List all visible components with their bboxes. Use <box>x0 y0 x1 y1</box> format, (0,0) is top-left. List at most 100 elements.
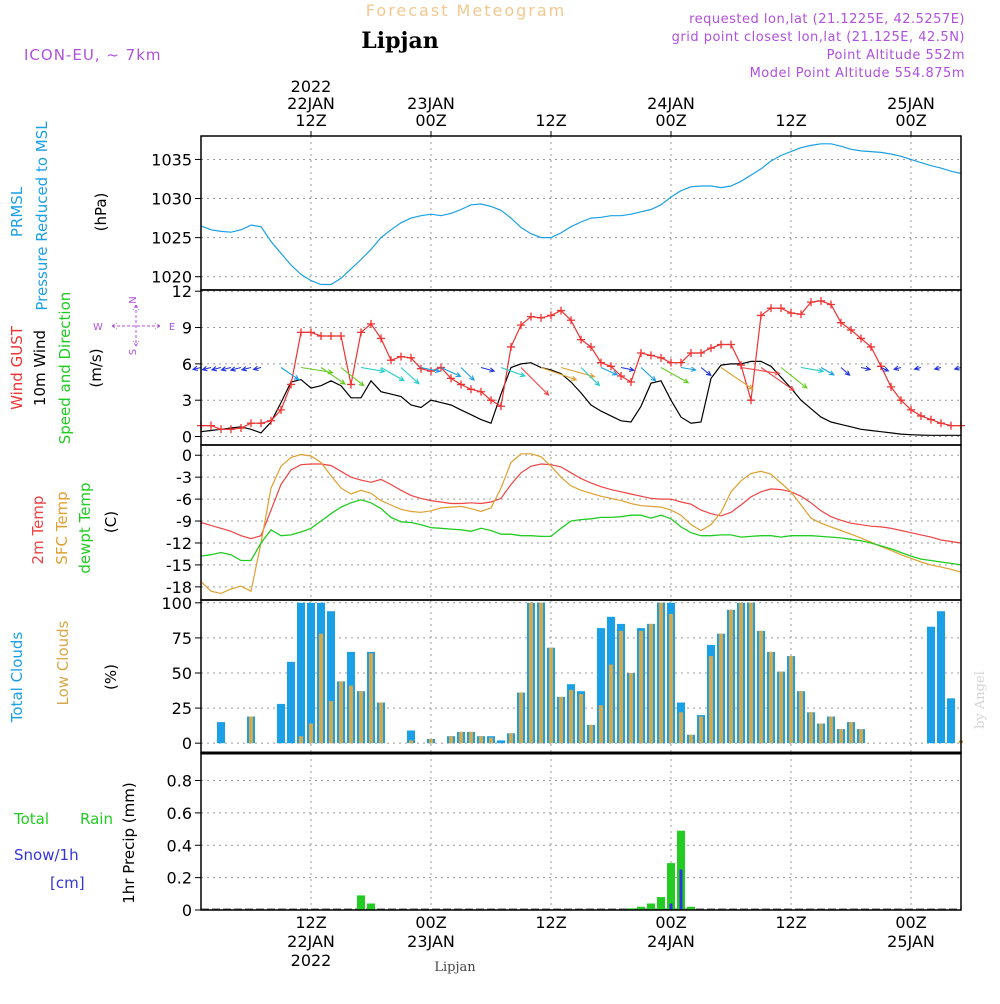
gust-marker <box>517 321 525 330</box>
total-cloud-bar <box>497 740 505 744</box>
gust-marker <box>767 304 775 313</box>
gust-marker <box>207 421 215 430</box>
grid-point-coords: grid point closest lon,lat (21.125E, 42.… <box>672 30 965 45</box>
wind-direction-arrow <box>800 366 825 374</box>
low-cloud-bar <box>519 692 523 744</box>
dewpt-line <box>200 499 962 566</box>
bottom-time-label: 24JAN <box>647 932 695 951</box>
total-cloud-bar <box>947 698 955 744</box>
wind-direction-arrow <box>520 367 550 397</box>
gust-marker <box>297 328 305 337</box>
low-cloud-bar <box>359 691 363 744</box>
wind-direction-arrow <box>933 365 942 371</box>
gust-marker <box>887 382 895 391</box>
low-cloud-bar <box>709 656 713 744</box>
wind-direction-arrow <box>380 367 405 382</box>
gust-marker <box>247 419 255 428</box>
wind-direction-arrow <box>700 367 712 377</box>
wind-direction-arrow <box>480 366 496 373</box>
compass-icon: N E W S <box>93 296 175 355</box>
low-cloud-bar <box>679 712 683 744</box>
low-cloud-bar <box>669 614 673 744</box>
gust-marker <box>647 351 655 360</box>
pressure-unit: (hPa) <box>92 193 110 232</box>
sfc-temp-label: SFC Temp <box>53 491 71 564</box>
gust-marker <box>317 332 325 341</box>
wind-direction-arrow <box>240 366 252 372</box>
low-cloud-bar <box>629 673 633 744</box>
gust-marker <box>567 316 575 325</box>
wind-direction-arrow <box>860 365 872 372</box>
gust-marker <box>387 356 395 365</box>
wind-direction-arrow <box>460 367 475 381</box>
low-cloud-bar <box>449 736 453 744</box>
y-tick-label: 9 <box>182 319 192 338</box>
low-cloud-bar <box>529 602 533 744</box>
y-tick-label: 3 <box>182 391 192 410</box>
top-time-label: 24JAN <box>647 94 695 113</box>
low-cloud-bar <box>739 602 743 744</box>
low-cloud-bar <box>619 630 623 744</box>
low-cloud-bar <box>859 729 863 744</box>
y-tick-label: 6 <box>182 355 192 374</box>
gust-marker <box>777 304 785 313</box>
wind-direction-arrow <box>580 367 601 387</box>
gust-marker <box>277 405 285 414</box>
low-cloud-bar <box>459 731 463 744</box>
gust-marker <box>697 348 705 357</box>
wind-label: 10m Wind <box>31 330 49 406</box>
wind-direction-arrow <box>340 367 365 387</box>
y-tick-label: 0.2 <box>167 869 192 888</box>
low-cloud-bar <box>589 724 593 744</box>
top-time-label: 12Z <box>535 111 566 130</box>
low-cloud-bar <box>349 685 353 744</box>
low-cloud-bar <box>719 633 723 744</box>
low-cloud-bar <box>649 623 653 744</box>
gust-marker <box>897 396 905 405</box>
wind-direction-arrow <box>600 366 619 376</box>
wind-direction-arrow <box>440 366 462 378</box>
rain-bar <box>367 903 375 910</box>
total-cloud-label: Total Clouds <box>8 632 26 724</box>
bottom-time-label: 12Z <box>775 913 806 932</box>
wind-direction-arrow <box>400 367 420 385</box>
rain-bar <box>687 906 695 910</box>
total-cloud-bar <box>297 602 305 744</box>
top-time-label: 00Z <box>655 111 686 130</box>
gust-label: Wind GUST <box>8 325 26 410</box>
y-tick-label: 1025 <box>151 229 192 248</box>
gust-marker <box>417 364 425 373</box>
gust-marker <box>257 419 265 428</box>
bottom-time-label: 00Z <box>895 913 926 932</box>
gust-marker <box>757 311 765 320</box>
y-tick-label: 75 <box>172 629 192 648</box>
wind-direction-arrow <box>680 366 697 372</box>
y-tick-label: 50 <box>172 664 192 683</box>
top-time-label: 00Z <box>415 111 446 130</box>
low-cloud-bar <box>799 691 803 744</box>
y-tick-label: 0 <box>182 446 192 465</box>
y-tick-label: 0.4 <box>167 836 192 855</box>
point-altitude: Point Altitude 552m <box>827 48 965 63</box>
y-tick-label: -18 <box>166 578 192 597</box>
gust-marker <box>337 332 345 341</box>
low-cloud-bar <box>689 734 693 744</box>
y-tick-label: 1020 <box>151 268 192 287</box>
low-cloud-bar <box>769 651 773 744</box>
low-cloud-bar <box>829 716 833 744</box>
top-time-label: 12Z <box>295 111 326 130</box>
wind-direction-arrow <box>913 365 922 371</box>
gust-marker <box>937 419 945 428</box>
low-cloud-bar <box>479 736 483 744</box>
snow-bar <box>669 903 673 910</box>
cloud-unit: (%) <box>102 664 120 690</box>
gust-marker <box>917 411 925 420</box>
low-cloud-bar <box>549 647 553 744</box>
wind-direction-arrow <box>953 365 962 371</box>
wind-direction-arrow <box>780 367 808 389</box>
y-tick-label: -6 <box>176 490 192 509</box>
top-time-label: 23JAN <box>407 94 455 113</box>
y-tick-label: 0.6 <box>167 804 192 823</box>
y-tick-label: 0.8 <box>167 772 192 791</box>
gust-marker <box>617 371 625 380</box>
